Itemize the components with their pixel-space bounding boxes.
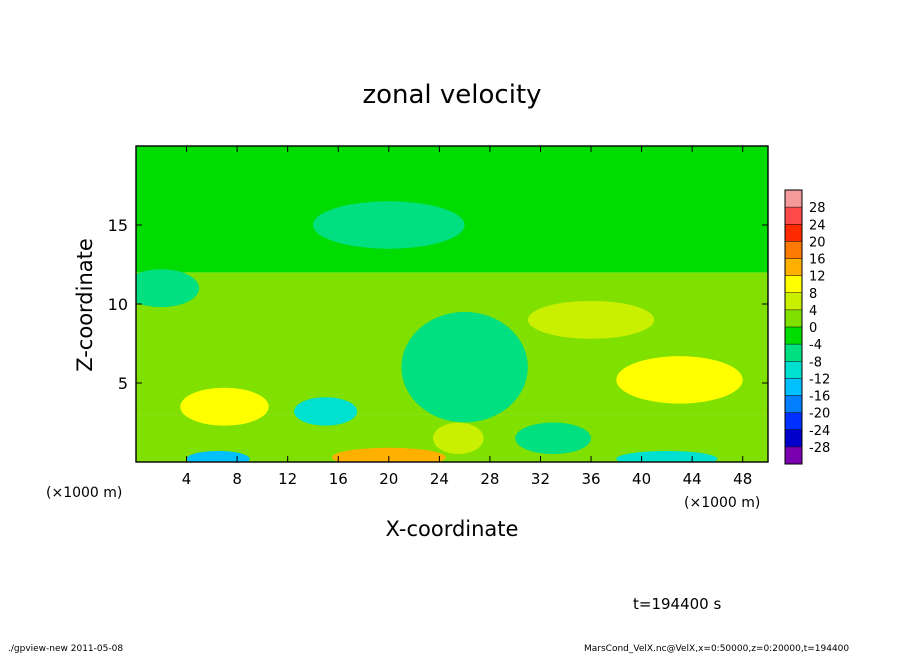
- colorbar-label: -12: [809, 372, 830, 387]
- colorbar-bin: [785, 412, 802, 430]
- colorbar-bin: [785, 344, 802, 362]
- field-feature-5: [616, 450, 718, 462]
- x-tick-label: 28: [480, 470, 499, 488]
- y-axis-label: Z-coordinate: [73, 238, 97, 372]
- footer-right: MarsCond_VelX.nc@VelX,x=0:50000,z=0:2000…: [584, 644, 849, 654]
- colorbar-label: -8: [809, 355, 822, 370]
- colorbar-bin: [785, 309, 802, 327]
- colorbar-bin: [785, 361, 802, 379]
- y-tick-label: 5: [118, 374, 128, 393]
- colorbar-label: -16: [809, 390, 830, 405]
- field-feature-7: [401, 311, 528, 423]
- colorbar-labels: 28 24 20 16 12 8 4 0 -4 -8 -12 -16 -20 -24 -28: [785, 201, 830, 456]
- colorbar-label: 12: [809, 270, 826, 285]
- x-unit-left: (×1000 m): [46, 485, 122, 501]
- x-tick-label: 24: [430, 470, 449, 488]
- x-tick-label: 40: [632, 470, 651, 488]
- colorbar-label: 28: [809, 201, 826, 216]
- x-tick-label: 44: [683, 470, 702, 488]
- x-tick-label: 20: [379, 470, 398, 488]
- field-feature-3: [433, 422, 484, 455]
- x-tick-label: 36: [581, 470, 600, 488]
- field-feature-1: [616, 356, 743, 404]
- colorbar-label: 20: [809, 235, 826, 250]
- x-tick-label: 32: [531, 470, 550, 488]
- plot-area: [136, 146, 768, 462]
- colorbar-label: -4: [809, 338, 822, 353]
- colorbar: [785, 190, 802, 464]
- x-tick-label: 12: [278, 470, 297, 488]
- colorbar-label: 16: [809, 253, 826, 268]
- x-axis-label: X-coordinate: [386, 517, 519, 541]
- field-feature-10: [312, 201, 465, 249]
- field-feature-0: [180, 387, 269, 426]
- field-feature-4: [186, 450, 250, 462]
- colorbar-label: 8: [809, 287, 817, 302]
- colorbar-bin: [785, 207, 802, 225]
- y-tick-label: 10: [108, 295, 128, 314]
- colorbar-label: 24: [809, 218, 826, 233]
- colorbar-bin: [785, 241, 802, 259]
- footer-left: ./gpview-new 2011-05-08: [8, 644, 123, 654]
- colorbar-bin: [785, 258, 802, 276]
- colorbar-label: -28: [809, 441, 830, 456]
- field-feature-9: [136, 269, 200, 308]
- colorbar-bin: [785, 429, 802, 447]
- x-tick-label: 8: [232, 470, 242, 488]
- colorbar-label: -24: [809, 424, 830, 439]
- colorbar-bin: [785, 292, 802, 310]
- y-axis-ticks: 5 10 15: [108, 216, 768, 393]
- colorbar-label: 0: [809, 321, 817, 336]
- field-feature-2: [331, 447, 446, 462]
- colorbar-bin: [785, 446, 802, 464]
- x-unit-right: (×1000 m): [684, 495, 760, 511]
- colorbar-label: -20: [809, 407, 830, 422]
- colorbar-bin: [785, 190, 802, 208]
- colorbar-bin: [785, 275, 802, 293]
- x-tick-label: 48: [733, 470, 752, 488]
- time-label: t=194400 s: [633, 595, 721, 613]
- colorbar-bin: [785, 327, 802, 345]
- chart-title: zonal velocity: [362, 80, 541, 110]
- y-tick-label: 15: [108, 216, 128, 235]
- field-feature-6: [294, 397, 358, 426]
- x-tick-label: 16: [329, 470, 348, 488]
- field-base-layer-2: [136, 146, 768, 273]
- colorbar-bin: [785, 395, 802, 413]
- field-feature-11: [527, 300, 655, 339]
- x-axis-ticks: 4 8 12 16 20 24 28 32 36 40 44 48: [182, 146, 752, 488]
- field-feature-8: [515, 422, 592, 455]
- colorbar-bin: [785, 378, 802, 396]
- colorbar-bin: [785, 224, 802, 242]
- x-tick-label: 4: [182, 470, 192, 488]
- colorbar-label: 4: [809, 304, 817, 319]
